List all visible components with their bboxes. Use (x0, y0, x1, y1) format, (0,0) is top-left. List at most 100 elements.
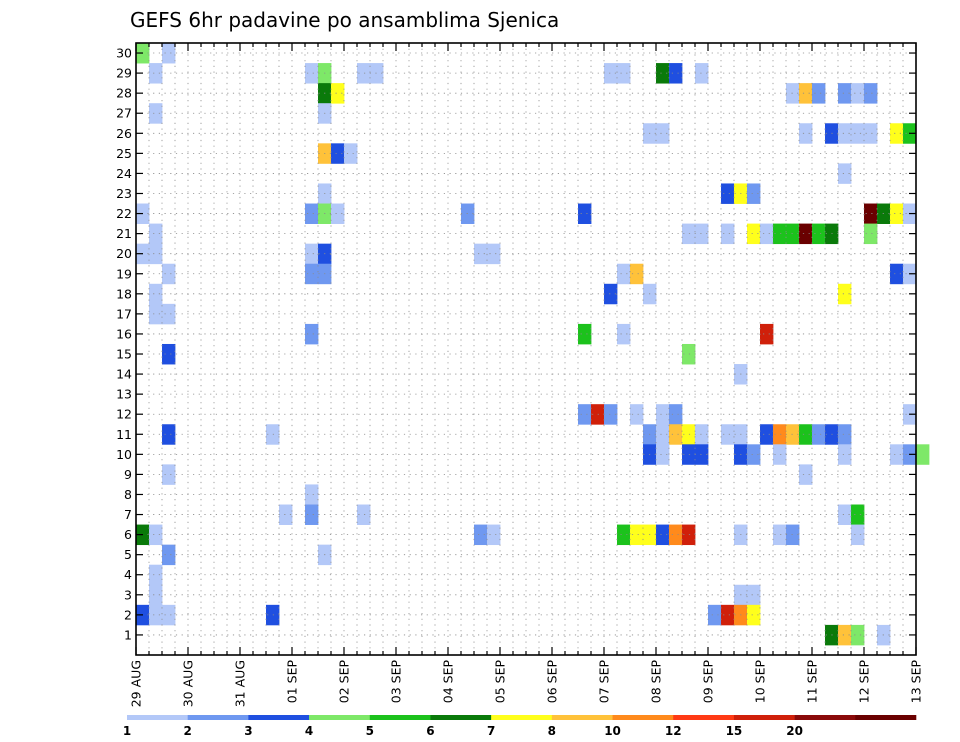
y-tick-label: 9 (124, 467, 132, 482)
heatmap-cell (656, 424, 670, 445)
heatmap-cell (773, 424, 787, 445)
colorbar-segment (551, 715, 613, 720)
colorbar-segment (369, 715, 431, 720)
y-tick-label: 26 (116, 126, 132, 141)
heatmap-cell (630, 524, 644, 546)
y-tick-label: 6 (124, 527, 132, 542)
colorbar-label: 8 (548, 724, 556, 738)
heatmap-cell (864, 223, 878, 245)
heatmap-cell (149, 564, 163, 586)
heatmap-cell (799, 464, 813, 485)
heatmap-cell (149, 604, 163, 626)
colorbar-label: 3 (244, 724, 252, 738)
heatmap-cell (812, 83, 826, 104)
x-tick-label: 31 AUG (233, 660, 248, 707)
heatmap-cell (162, 424, 176, 445)
heatmap-cell (799, 223, 813, 245)
heatmap-cell (149, 303, 163, 325)
heatmap-cell (656, 123, 670, 144)
x-tick-label: 11 SEP (805, 660, 820, 704)
heatmap-cell (474, 524, 488, 546)
heatmap-cell (630, 404, 644, 425)
heatmap-cell (799, 83, 813, 104)
heatmap-cell (331, 203, 345, 224)
x-tick-label: 30 AUG (181, 660, 196, 707)
heatmap-cell (721, 223, 735, 245)
heatmap-cell (682, 424, 696, 445)
heatmap-cell (695, 444, 709, 465)
heatmap-cell (305, 243, 319, 265)
y-tick-label: 20 (116, 246, 132, 261)
x-tick-label: 09 SEP (701, 660, 716, 704)
heatmap-cell (747, 584, 761, 606)
x-tick-label: 10 SEP (753, 660, 768, 704)
x-tick-label: 13 SEP (909, 660, 924, 704)
x-tick-label: 02 SEP (337, 660, 352, 704)
heatmap-cell (695, 63, 709, 84)
x-tick-label: 06 SEP (545, 660, 560, 704)
heatmap-cell (604, 404, 618, 425)
heatmap-cell (149, 63, 163, 84)
colorbar-segment (673, 715, 735, 720)
heatmap-cell (890, 444, 904, 465)
x-tick-label: 04 SEP (441, 660, 456, 704)
heatmap-cell (656, 524, 670, 546)
y-tick-label: 30 (116, 46, 132, 61)
y-tick-label: 27 (116, 106, 132, 121)
heatmap-cell (773, 524, 787, 546)
heatmap-cell (305, 323, 319, 345)
heatmap-cell (487, 243, 501, 265)
heatmap-cell (162, 343, 176, 365)
y-tick-label: 11 (116, 427, 132, 442)
heatmap-cell (721, 604, 735, 626)
heatmap-cell (370, 63, 384, 84)
y-tick-label: 29 (116, 66, 132, 81)
heatmap-cell (305, 63, 319, 84)
heatmap-cell (747, 444, 761, 465)
y-tick-label: 15 (116, 347, 132, 362)
heatmap-cell (890, 263, 904, 285)
heatmap-cell (747, 223, 761, 245)
heatmap-cell (162, 263, 176, 285)
colorbar-label: 5 (366, 724, 374, 738)
heatmap-cell (305, 484, 319, 505)
colorbar-label: 1 (123, 724, 131, 738)
y-tick-label: 16 (116, 326, 132, 341)
colorbar-segment (248, 715, 310, 720)
heatmap-cell (149, 243, 163, 265)
y-tick-label: 24 (116, 166, 132, 181)
heatmap-cell (721, 424, 735, 445)
heatmap-cell (266, 604, 280, 626)
colorbar-segment (612, 715, 674, 720)
heatmap-cell (799, 123, 813, 144)
heatmap-cell (838, 163, 852, 184)
heatmap-cell (838, 83, 852, 104)
heatmap-cell (773, 223, 787, 245)
heatmap-cell (149, 283, 163, 305)
heatmap-cell (812, 424, 826, 445)
heatmap-cell (162, 604, 176, 626)
heatmap-cell (851, 524, 865, 546)
grid-lines (136, 43, 916, 655)
colorbar-label: 6 (426, 724, 434, 738)
y-tick-label: 25 (116, 146, 132, 161)
heatmap-cell (149, 103, 163, 124)
heatmap-cell (838, 624, 852, 646)
heatmap-cell (721, 183, 735, 204)
heatmap-cell (708, 604, 722, 626)
heatmap-cell (812, 223, 826, 245)
heatmap-cell (773, 444, 787, 465)
y-tick-label: 12 (116, 407, 132, 422)
heatmap-cell (760, 424, 774, 445)
colorbar-segment (733, 715, 795, 720)
heatmap-cell (682, 223, 696, 245)
heatmap-cell (890, 203, 904, 224)
heatmap-cell (617, 524, 631, 546)
heatmap-cell (760, 223, 774, 245)
heatmap-cell (331, 83, 345, 104)
heatmap-cell (357, 504, 371, 525)
colorbar-label: 15 (726, 724, 743, 738)
colorbar-label: 10 (604, 724, 621, 738)
heatmap-cell (838, 123, 852, 144)
